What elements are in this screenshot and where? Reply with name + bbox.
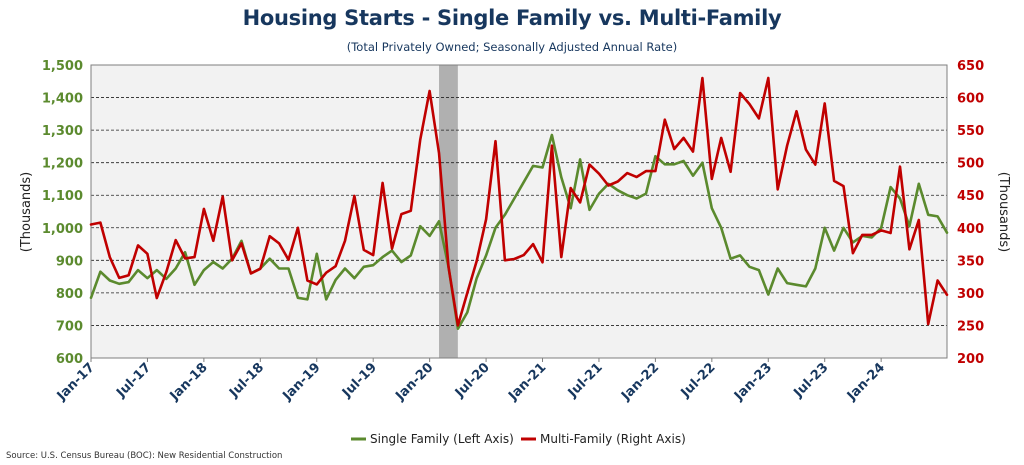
- y-right-tick-label: 400: [957, 222, 984, 237]
- y-right-tick-label: 350: [957, 254, 984, 269]
- y-left-tick-label: 1,500: [42, 59, 83, 74]
- x-tick-label: Jul-18: [226, 360, 267, 401]
- y-left-tick-label: 900: [56, 254, 83, 269]
- x-tick-label: Jan-20: [392, 360, 436, 404]
- y-left-axis-title: (Thousands): [19, 172, 34, 253]
- legend-label-single-family: Single Family (Left Axis): [370, 432, 514, 446]
- recession-shading: [439, 65, 458, 358]
- x-tick-label: Jan-23: [731, 360, 775, 404]
- source-note: Source: U.S. Census Bureau (BOC): New Re…: [6, 451, 283, 461]
- y-left-tick-label: 600: [56, 352, 83, 367]
- y-left-tick-label: 1,200: [42, 157, 83, 172]
- y-right-tick-label: 250: [957, 319, 984, 334]
- chart-subtitle: (Total Privately Owned; Seasonally Adjus…: [346, 40, 678, 54]
- x-tick-label: Jan-24: [844, 360, 888, 404]
- y-right-tick-label: 500: [957, 157, 984, 172]
- y-right-tick-label: 300: [957, 287, 984, 302]
- y-left-tick-label: 700: [56, 319, 83, 334]
- plot-border: [90, 64, 948, 359]
- series-line-multi-family: [89, 76, 949, 327]
- y-left-tick-label: 1,100: [42, 189, 83, 204]
- x-tick-label: Jul-23: [790, 360, 831, 401]
- plot-group: 600 700 800 900 1,000 1,100 1,200 1,300 1,400 1,5…: [42, 59, 984, 404]
- x-tick-label: Jul-22: [678, 360, 719, 401]
- y-right-tick-label: 550: [957, 124, 984, 139]
- x-tick-label: Jul-20: [452, 360, 493, 401]
- x-tick-label: Jan-22: [618, 360, 662, 404]
- legend-label-multi-family: Multi-Family (Right Axis): [540, 432, 686, 446]
- x-tick-label: Jul-21: [565, 360, 606, 401]
- x-tick-label: Jan-21: [505, 360, 549, 404]
- chart-title: Housing Starts - Single Family vs. Multi…: [242, 6, 782, 30]
- x-tick-label: Jul-17: [113, 360, 154, 401]
- y-right-tick-label: 600: [957, 92, 984, 107]
- y-left-tick-label: 1,400: [42, 92, 83, 107]
- y-right-tick-label: 650: [957, 59, 984, 74]
- y-right-tick-label: 450: [957, 189, 984, 204]
- y-left-tick-label: 800: [56, 287, 83, 302]
- y-right-axis-title: (Thousands): [996, 172, 1011, 253]
- x-tick-label: Jan-19: [279, 360, 323, 404]
- y-left-tick-label: 1,000: [42, 222, 83, 237]
- plot-area: [91, 65, 947, 358]
- y-right-tick-label: 200: [957, 352, 984, 367]
- y-left-tick-label: 1,300: [42, 124, 83, 139]
- x-tick-label: Jul-19: [339, 360, 380, 401]
- x-tick-label: Jan-18: [167, 360, 211, 404]
- legend: Single Family (Left Axis) Multi-Family (…: [351, 432, 686, 446]
